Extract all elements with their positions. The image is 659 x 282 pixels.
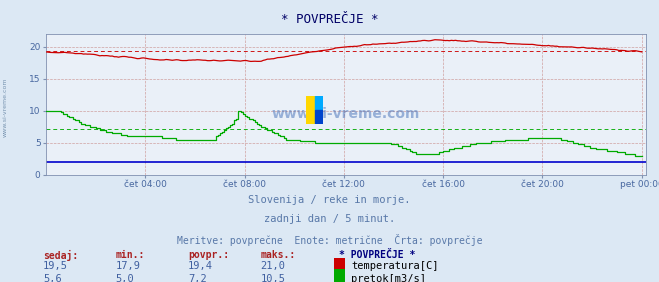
Text: zadnji dan / 5 minut.: zadnji dan / 5 minut. bbox=[264, 214, 395, 224]
Text: min.:: min.: bbox=[115, 250, 145, 259]
Text: 19,4: 19,4 bbox=[188, 261, 213, 271]
Text: 7,2: 7,2 bbox=[188, 274, 206, 282]
Text: Meritve: povprečne  Enote: metrične  Črta: povprečje: Meritve: povprečne Enote: metrične Črta:… bbox=[177, 234, 482, 246]
Text: 19,5: 19,5 bbox=[43, 261, 68, 271]
Text: 17,9: 17,9 bbox=[115, 261, 140, 271]
Text: 5,6: 5,6 bbox=[43, 274, 61, 282]
Text: 5,0: 5,0 bbox=[115, 274, 134, 282]
Text: maks.:: maks.: bbox=[260, 250, 295, 259]
Polygon shape bbox=[315, 96, 323, 110]
Text: pretok[m3/s]: pretok[m3/s] bbox=[351, 274, 426, 282]
Text: temperatura[C]: temperatura[C] bbox=[351, 261, 439, 271]
Polygon shape bbox=[306, 96, 315, 124]
Text: www.si-vreme.com: www.si-vreme.com bbox=[272, 107, 420, 121]
Text: 10,5: 10,5 bbox=[260, 274, 285, 282]
Polygon shape bbox=[315, 110, 323, 124]
Text: povpr.:: povpr.: bbox=[188, 250, 229, 259]
Text: www.si-vreme.com: www.si-vreme.com bbox=[3, 78, 8, 137]
Text: sedaj:: sedaj: bbox=[43, 250, 78, 261]
Text: * POVPREČJE *: * POVPREČJE * bbox=[339, 250, 416, 259]
Text: Slovenija / reke in morje.: Slovenija / reke in morje. bbox=[248, 195, 411, 204]
Text: * POVPREČJE *: * POVPREČJE * bbox=[281, 13, 378, 26]
Text: 21,0: 21,0 bbox=[260, 261, 285, 271]
